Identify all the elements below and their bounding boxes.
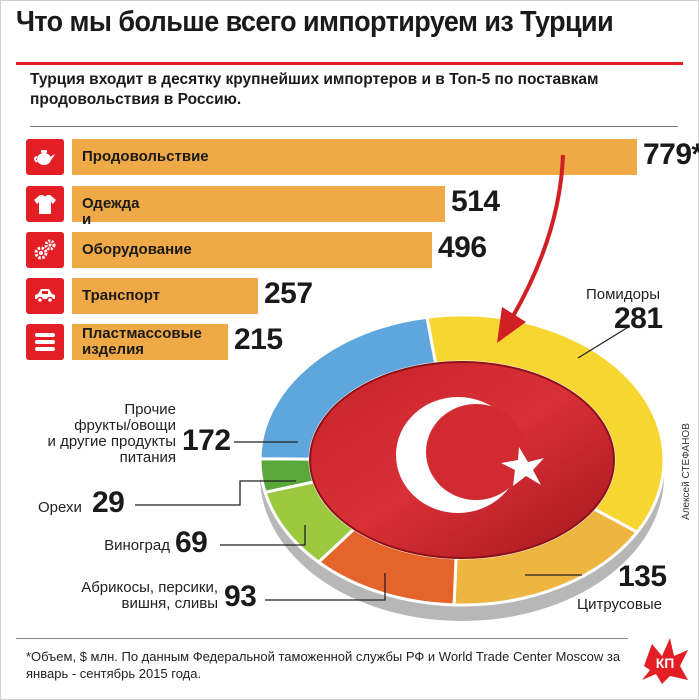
segment-label-grapes: Виноград [104,537,170,554]
bar-value: 514 [451,185,500,218]
subtitle-divider [30,126,678,127]
bar [72,324,228,360]
logo-text: КП [656,655,675,671]
bar-value: 215 [234,323,283,356]
arrow-head-icon [497,307,526,343]
bar-label: Пластмассовые изделия [82,325,202,358]
segment-value-nuts: 29 [92,486,125,519]
segment-label-apricots: Абрикосы, персики, вишня, сливы [81,579,218,612]
page-title: Что мы больше всего импортируем из Турци… [16,6,614,38]
footnote: *Объем, $ млн. По данным Федеральной там… [26,649,621,681]
kp-logo-icon: КП [642,638,688,684]
bar-label: Оборудование [82,241,192,258]
bar [72,186,445,222]
flag-star-icon [501,447,544,486]
teapot-icon [26,139,64,175]
author-credit: Алексей СТЕФАНОВ [681,423,692,520]
segment-label-citrus: Цитрусовые [577,596,662,613]
flag-crescent-icon [396,397,526,513]
bar-label: Продовольствие [82,148,209,165]
gears-icon [26,232,64,268]
stack-icon [26,324,64,360]
segment-value-citrus: 135 [618,560,667,593]
bar [72,139,637,175]
tshirt-icon [26,186,64,222]
segment-value-tomatoes: 281 [614,302,663,335]
footer-divider [16,638,628,639]
segment-value-apricots: 93 [224,580,257,613]
bar [72,278,258,314]
title-divider [16,62,683,65]
car-icon [26,278,64,314]
segment-label-nuts: Орехи [38,499,82,516]
subtitle: Турция входит в десятку крупнейших импор… [30,71,599,108]
bar-value: 779* [643,138,699,171]
segment-label-tomatoes: Помидоры [586,286,661,303]
bar-value: 257 [264,277,313,310]
segment-value-other: 172 [182,424,231,457]
arrow-line [510,154,565,320]
bar-label: Транспорт [82,287,161,304]
leader-lines [135,325,631,601]
segment-label-other: Прочие фрукты/овощи и другие продукты пи… [47,401,176,466]
bar [72,232,432,268]
flag-rim [309,361,615,559]
segment-value-grapes: 69 [175,526,208,559]
bar-value: 496 [438,231,487,264]
